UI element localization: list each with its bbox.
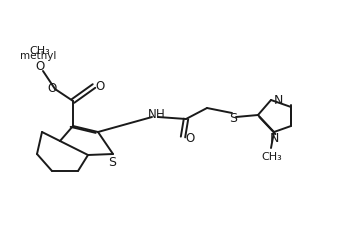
Text: CH₃: CH₃ bbox=[262, 151, 282, 161]
Text: O: O bbox=[47, 82, 57, 95]
Text: methyl: methyl bbox=[20, 51, 56, 61]
Text: O: O bbox=[35, 60, 45, 73]
Text: S: S bbox=[108, 155, 116, 168]
Text: N: N bbox=[273, 94, 283, 107]
Text: H: H bbox=[156, 107, 165, 120]
Text: N: N bbox=[147, 107, 156, 120]
Text: S: S bbox=[229, 112, 237, 125]
Text: N: N bbox=[269, 132, 279, 145]
Text: CH₃: CH₃ bbox=[30, 46, 50, 56]
Text: O: O bbox=[185, 132, 195, 145]
Text: O: O bbox=[95, 80, 105, 93]
